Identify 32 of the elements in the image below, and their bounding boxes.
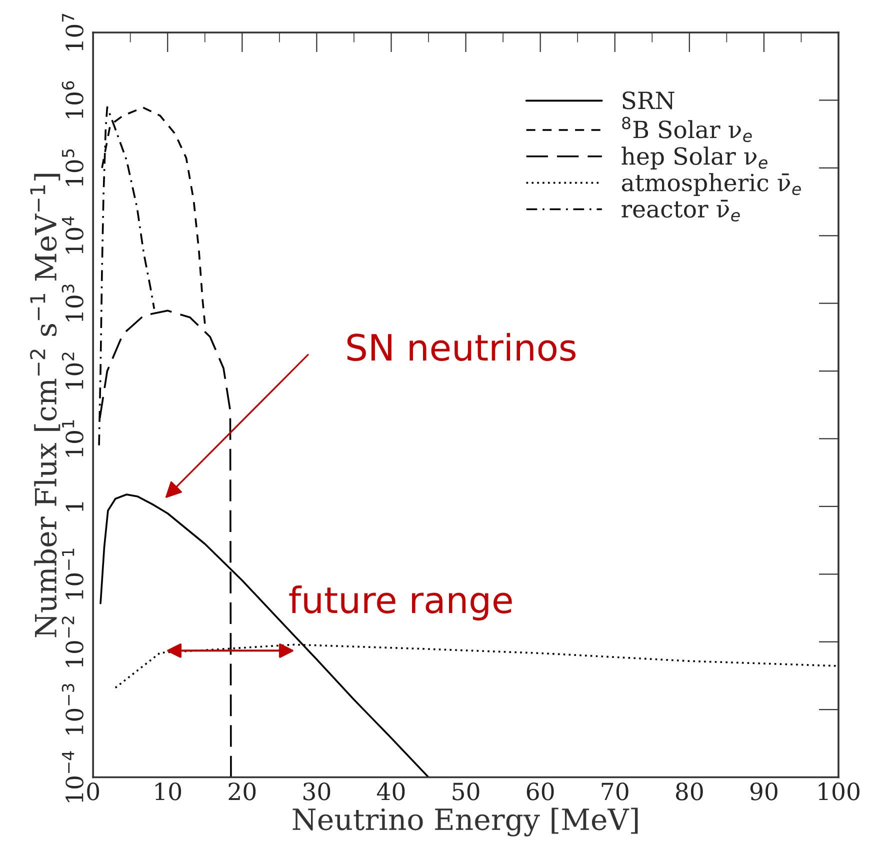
x-tick-label: 10: [155, 782, 182, 800]
y-tick-label: 10$^{−2}$: [62, 616, 84, 667]
x-tick-label: 20: [228, 782, 256, 800]
x-tick-label: 0: [87, 782, 100, 800]
y-tick-label: 10$^{3}$: [62, 284, 84, 322]
x-tick-label: 50: [452, 782, 480, 800]
y-tick-label: 10$^{−3}$: [62, 684, 84, 734]
x-tick-label: 70: [602, 782, 628, 800]
y-tick-label: 10$^{1}$: [62, 420, 84, 457]
x-tick-label: 60: [526, 782, 554, 800]
annotation: future range: [289, 586, 512, 620]
y-tick-label: 10$^{2}$: [62, 352, 84, 389]
x-axis-title: Neutrino Energy [MeV]: [292, 808, 638, 836]
y-tick-label: 1: [66, 502, 84, 512]
legend-label: $^{8}$B Solar ν$_{e}$: [622, 116, 752, 142]
legend-label: hep Solar ν$_{e}$: [622, 146, 768, 170]
y-tick-label: 10$^{−4}$: [62, 751, 84, 802]
legend-label: atmospheric ν̄$_{e}$: [622, 173, 801, 196]
x-tick-label: 90: [750, 782, 778, 800]
x-tick-label: 100: [818, 782, 860, 800]
annotation: SN neutrinos: [347, 333, 576, 361]
x-tick-label: 30: [303, 782, 330, 800]
legend-label: SRN: [622, 91, 674, 110]
y-tick-label: 10$^{7}$: [62, 14, 84, 50]
x-tick-label: 40: [376, 782, 405, 800]
y-tick-label: 10$^{5}$: [62, 149, 84, 186]
x-tick-label: 80: [676, 782, 703, 800]
y-axis-title: Number Flux [cm$^{−2}$ s$^{−1}$ MeV$^{−1}$]: [30, 174, 60, 638]
y-tick-label: 10$^{6}$: [62, 81, 84, 118]
y-tick-label: 10$^{−1}$: [62, 548, 84, 600]
legend-label: reactor ν̄$_{e}$: [622, 200, 740, 222]
y-tick-label: 10$^{4}$: [62, 216, 84, 254]
